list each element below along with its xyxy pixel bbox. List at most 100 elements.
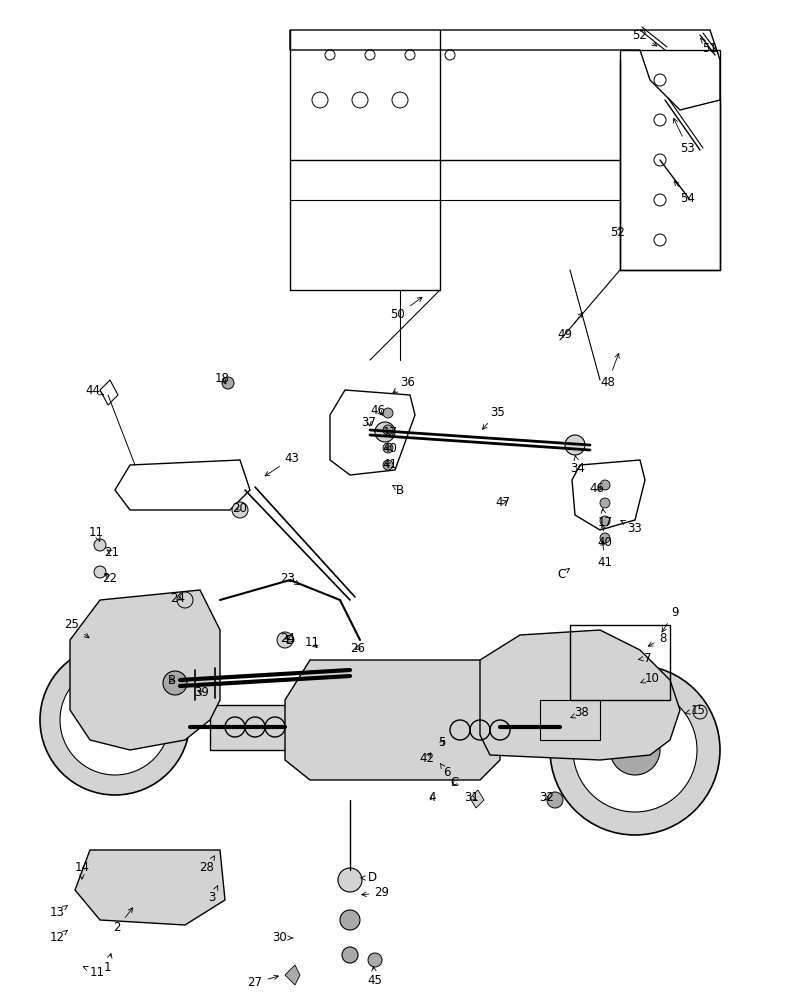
Circle shape [94,539,106,551]
Circle shape [337,868,362,892]
Circle shape [599,480,609,490]
Text: 37: 37 [361,416,376,428]
Circle shape [573,688,696,812]
Circle shape [599,533,609,543]
Text: 33: 33 [620,520,642,534]
Text: 48: 48 [600,353,619,388]
Text: 36: 36 [393,375,415,393]
Polygon shape [75,850,225,925]
Polygon shape [285,965,299,985]
Text: 24: 24 [170,591,185,604]
Text: 9: 9 [661,605,678,632]
Text: 17: 17 [597,509,611,530]
Text: D: D [360,871,376,884]
Text: 45: 45 [367,967,382,987]
Circle shape [375,422,394,442]
Circle shape [549,665,719,835]
Polygon shape [70,590,220,750]
Bar [569,625,669,700]
Text: 27: 27 [247,975,278,989]
Bar [620,50,719,270]
Circle shape [277,632,293,648]
Text: D: D [285,634,294,647]
Text: 29: 29 [361,886,389,899]
Circle shape [599,498,609,508]
Text: 40: 40 [597,525,611,550]
Text: 13: 13 [49,905,67,919]
Text: C: C [450,776,458,789]
Text: 42: 42 [419,752,434,764]
Circle shape [94,566,106,578]
Text: 4: 4 [427,791,436,804]
Circle shape [599,516,609,526]
Text: 10: 10 [640,672,659,684]
Circle shape [383,425,393,435]
Text: 14: 14 [75,861,89,879]
Text: 3: 3 [208,886,217,904]
Circle shape [40,645,190,795]
Text: 12: 12 [49,930,67,944]
Text: 20: 20 [232,502,247,514]
Circle shape [547,792,562,808]
Text: 41: 41 [382,458,397,472]
Text: 7: 7 [637,652,651,664]
Bar [539,700,599,740]
Text: 32: 32 [539,791,554,804]
Text: 46: 46 [589,482,603,494]
Circle shape [367,953,381,967]
Text: 51: 51 [700,39,717,55]
Circle shape [232,502,247,518]
Text: 30: 30 [272,931,293,944]
Text: 47: 47 [495,495,510,508]
Polygon shape [285,660,500,780]
Text: 50: 50 [390,297,422,322]
Text: C: C [557,568,569,580]
Circle shape [341,947,358,963]
Circle shape [383,408,393,418]
Text: 41: 41 [597,541,611,568]
Text: 34: 34 [570,456,585,475]
Text: 22: 22 [102,572,118,584]
Text: 15: 15 [684,704,705,716]
Text: B: B [393,484,404,496]
Text: 11: 11 [88,526,103,541]
Text: 52: 52 [610,226,624,238]
Circle shape [564,435,584,455]
Text: 26: 26 [350,642,365,654]
Circle shape [340,910,359,930]
Text: 43: 43 [264,452,299,476]
Text: B: B [168,674,176,686]
Text: 49: 49 [557,313,582,342]
Text: 1: 1 [103,954,112,974]
Circle shape [163,671,187,695]
Text: 31: 31 [464,791,478,804]
Text: 35: 35 [482,406,504,429]
Text: 38: 38 [570,706,589,720]
Text: 2: 2 [113,908,132,934]
Text: 25: 25 [65,618,89,638]
Circle shape [95,700,135,740]
Text: 54: 54 [673,181,694,205]
Text: 6: 6 [440,764,450,779]
Text: 11: 11 [304,637,319,650]
Circle shape [383,443,393,453]
Text: 8: 8 [647,632,666,646]
Text: 24: 24 [280,632,295,645]
Text: 18: 18 [214,371,230,384]
Text: 46: 46 [370,403,385,416]
Text: 11: 11 [84,966,105,979]
Circle shape [60,665,169,775]
Text: 21: 21 [105,546,119,560]
Text: 28: 28 [200,856,214,874]
Circle shape [177,592,193,608]
Circle shape [692,705,706,719]
Text: 17: 17 [382,426,397,438]
Text: 40: 40 [382,442,397,454]
Circle shape [221,377,234,389]
Text: 5: 5 [438,736,445,750]
Polygon shape [470,790,483,808]
Text: 23: 23 [281,572,298,585]
Circle shape [609,725,659,775]
Text: 39: 39 [195,686,209,700]
Bar [210,705,560,750]
